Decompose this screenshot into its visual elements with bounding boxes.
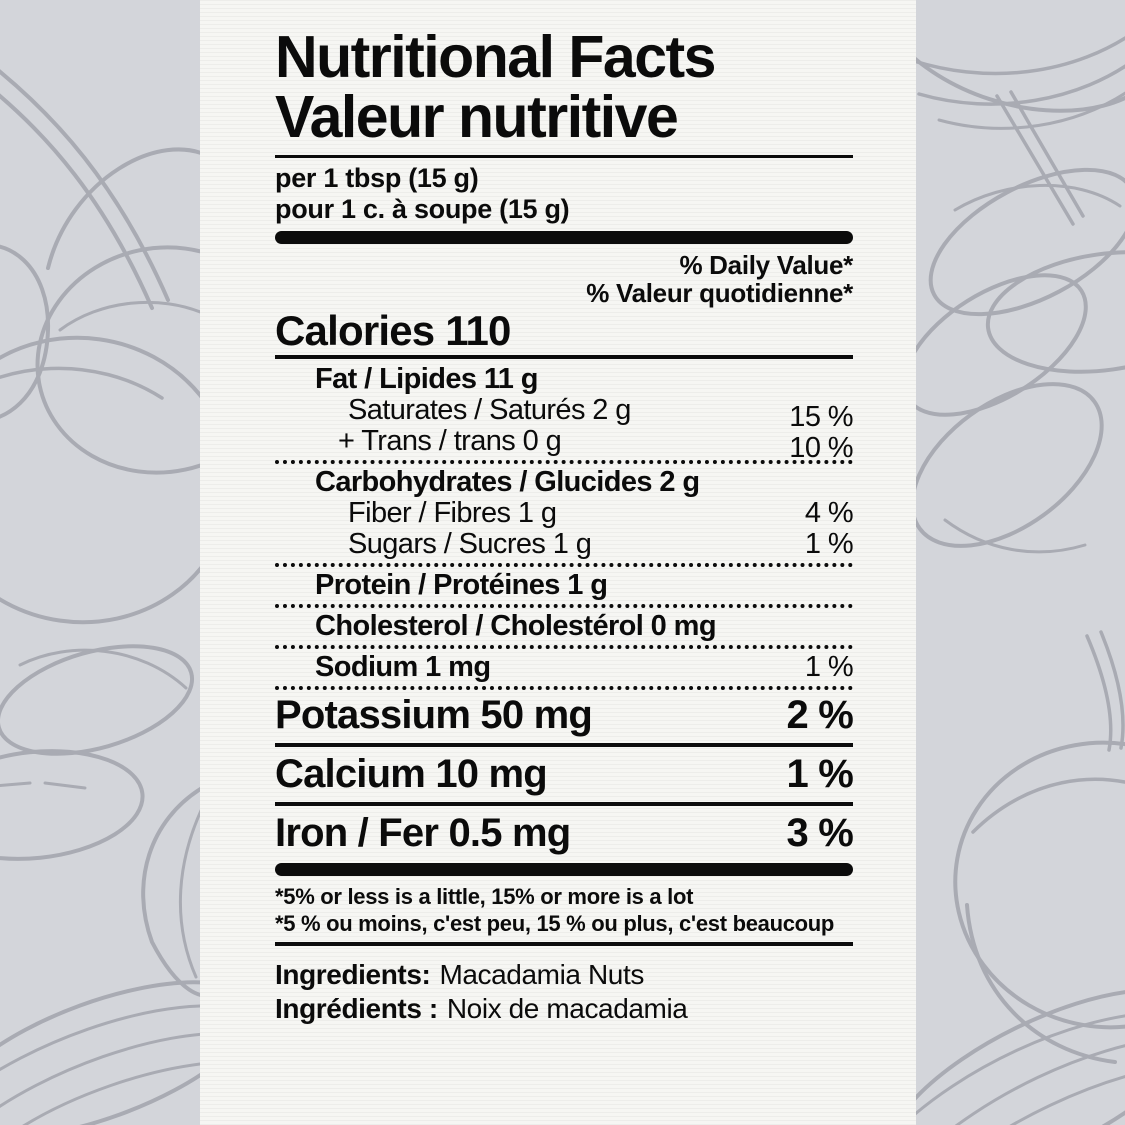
nutrient-name: Potassium 50 mg xyxy=(275,693,593,737)
nutrient-name: Iron / Fer 0.5 mg xyxy=(275,811,571,855)
nutrient-name: Sodium 1 mg xyxy=(315,651,491,683)
nut-illustration-left xyxy=(0,0,200,1125)
nut-illustration-right xyxy=(915,0,1125,1125)
thick-bar-bottom xyxy=(275,863,853,876)
title-french: Valeur nutritive xyxy=(275,84,679,150)
divider-dotted xyxy=(275,604,853,608)
ingredients-label: Ingredients: xyxy=(275,959,431,990)
footnote-english: *5% or less is a little, 15% or more is … xyxy=(275,884,694,909)
nutrient-percent: 2 % xyxy=(786,693,853,737)
divider-dotted xyxy=(275,686,853,690)
label-content: Nutritional Facts Valeur nutritive per 1… xyxy=(275,0,854,1026)
nutrient-row-carbohydrates: Carbohydrates / Glucides 2 g xyxy=(275,467,853,498)
nutrient-row-protein: Protein / Protéines 1 g xyxy=(275,570,853,601)
nutrient-row-iron: Iron / Fer 0.5 mg 3 % xyxy=(275,811,854,857)
nutrient-percent: 1 % xyxy=(804,528,854,560)
label-panel: Nutritional Facts Valeur nutritive per 1… xyxy=(200,0,916,1125)
footnote-french: *5 % ou moins, c'est peu, 15 % ou plus, … xyxy=(275,911,835,936)
nutrient-name: Sugars / Sucres 1 g xyxy=(348,528,592,560)
nuts-drawing-right-icon xyxy=(915,0,1125,1125)
nutrient-name: Fat / Lipides 11 g xyxy=(315,363,538,395)
nutrient-row-sugars: Sugars / Sucres 1 g 1 % xyxy=(275,528,854,560)
nutrient-percent: 1 % xyxy=(804,651,854,683)
daily-value-header-english: % Daily Value* xyxy=(679,250,853,280)
nutrient-row-fat: Fat / Lipides 11 g xyxy=(275,364,853,395)
nutrient-row-trans: + Trans / trans 0 g 10 % xyxy=(275,425,854,464)
thick-bar-top xyxy=(275,231,853,244)
divider-solid xyxy=(275,802,853,806)
divider-dotted xyxy=(275,645,853,649)
nutrient-percent: 1 % xyxy=(786,752,853,796)
title-english: Nutritional Facts xyxy=(275,24,717,90)
ingredients-english: Ingredients: Macadamia Nuts xyxy=(275,958,853,992)
nutrient-row-saturates: Saturates / Saturés 2 g 15 % xyxy=(275,394,854,433)
ingredients-value: Macadamia Nuts xyxy=(439,959,644,990)
nutrient-row-sodium: Sodium 1 mg 1 % xyxy=(275,651,854,683)
nutrient-percent: 3 % xyxy=(786,811,853,855)
nutrient-row-cholesterol: Cholesterol / Cholestérol 0 mg xyxy=(275,611,853,642)
nutrient-row-fiber: Fiber / Fibres 1 g 4 % xyxy=(275,497,854,529)
nuts-drawing-left-icon xyxy=(0,69,200,1125)
nutrient-percent: 4 % xyxy=(804,497,854,529)
divider-solid xyxy=(275,743,853,747)
ingredients-french: Ingrédients : Noix de macadamia xyxy=(275,992,853,1026)
ingredients-value: Noix de macadamia xyxy=(446,993,688,1024)
divider-dotted xyxy=(275,563,853,567)
nutrient-name: Calcium 10 mg xyxy=(275,752,548,796)
ingredients-label: Ingrédients : xyxy=(275,993,438,1024)
nutrient-name: + Trans / trans 0 g xyxy=(338,425,562,457)
nutrient-name: Protein / Protéines 1 g xyxy=(315,569,608,601)
serving-size-english: per 1 tbsp (15 g) xyxy=(275,163,479,193)
serving-size-french: pour 1 c. à soupe (15 g) xyxy=(275,194,570,224)
nutrient-name: Saturates / Saturés 2 g xyxy=(348,394,631,426)
nutrient-name: Carbohydrates / Glucides 2 g xyxy=(315,466,700,498)
nutrient-row-potassium: Potassium 50 mg 2 % xyxy=(275,693,854,739)
nutrient-name: Fiber / Fibres 1 g xyxy=(348,497,557,529)
nutrient-percent: 10 % xyxy=(789,432,853,464)
nutrient-row-calcium: Calcium 10 mg 1 % xyxy=(275,752,854,798)
divider-under-footnote xyxy=(275,942,853,946)
calories-line: Calories 110 xyxy=(275,307,511,354)
nutrient-percent: 15 % xyxy=(789,401,853,433)
divider-dotted xyxy=(275,460,853,464)
divider-under-title xyxy=(275,155,853,158)
nutrient-name: Cholesterol / Cholestérol 0 mg xyxy=(315,610,717,642)
divider-under-calories xyxy=(275,355,853,359)
daily-value-header-french: % Valeur quotidienne* xyxy=(586,278,853,308)
